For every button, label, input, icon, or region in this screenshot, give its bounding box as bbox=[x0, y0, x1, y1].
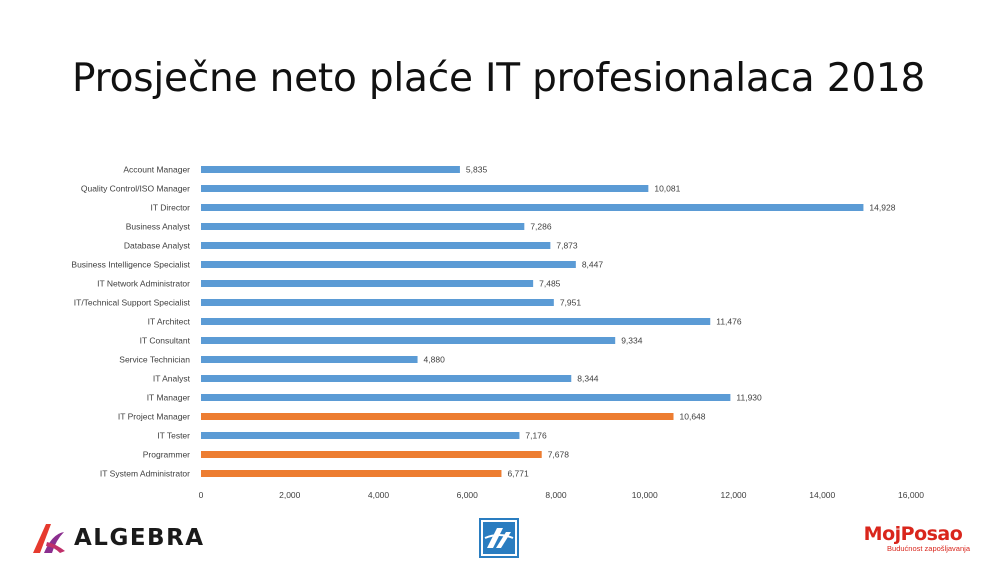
blue-s-emblem-icon bbox=[479, 518, 519, 558]
bar bbox=[201, 337, 616, 344]
value-label: 7,873 bbox=[556, 241, 578, 251]
algebra-logo: ALGEBRA bbox=[30, 518, 205, 558]
value-label: 7,678 bbox=[548, 450, 570, 460]
category-label: Business Intelligence Specialist bbox=[71, 260, 190, 270]
value-label: 7,485 bbox=[539, 279, 561, 289]
bar bbox=[201, 166, 460, 173]
category-label: IT Architect bbox=[148, 317, 191, 327]
category-label: Service Technician bbox=[119, 355, 190, 365]
category-labels: Account Manager Quality Control/ISO Manag… bbox=[71, 165, 190, 479]
x-tick-label: 4,000 bbox=[368, 490, 390, 500]
value-label: 4,880 bbox=[424, 355, 446, 365]
category-label: Account Manager bbox=[123, 165, 190, 175]
x-tick-label: 14,000 bbox=[809, 490, 835, 500]
mojposao-logo: MojPosao Budućnost zapošljavanja bbox=[852, 524, 974, 553]
algebra-wordmark: ALGEBRA bbox=[74, 525, 205, 551]
value-label: 7,286 bbox=[530, 222, 552, 232]
bar bbox=[201, 185, 649, 192]
x-tick-label: 2,000 bbox=[279, 490, 301, 500]
category-label: IT Analyst bbox=[153, 374, 191, 384]
category-label: IT Tester bbox=[157, 431, 190, 441]
category-label: IT Director bbox=[150, 203, 190, 213]
bar bbox=[201, 356, 418, 363]
bar bbox=[201, 223, 525, 230]
category-label: IT/Technical Support Specialist bbox=[74, 298, 191, 308]
mojposao-wordmark: MojPosao bbox=[863, 523, 963, 545]
value-label: 8,447 bbox=[582, 260, 604, 270]
bar bbox=[201, 375, 572, 382]
category-label: IT System Administrator bbox=[100, 469, 190, 479]
category-label: IT Project Manager bbox=[118, 412, 190, 422]
value-label: 7,951 bbox=[560, 298, 582, 308]
bar bbox=[201, 470, 502, 477]
bar bbox=[201, 432, 520, 439]
value-label: 11,476 bbox=[716, 317, 742, 327]
x-tick-label: 6,000 bbox=[457, 490, 479, 500]
category-label: IT Network Administrator bbox=[97, 279, 190, 289]
bar bbox=[201, 318, 711, 325]
value-label: 11,930 bbox=[736, 393, 762, 403]
category-label: Business Analyst bbox=[126, 222, 191, 232]
x-tick-label: 12,000 bbox=[721, 490, 747, 500]
value-label: 10,081 bbox=[654, 184, 680, 194]
x-axis-ticks: 0 2,000 4,000 6,000 8,000 10,000 12,000 14,000 1… bbox=[199, 490, 925, 500]
x-tick-label: 0 bbox=[199, 490, 204, 500]
bar bbox=[201, 242, 551, 249]
value-label: 14,928 bbox=[869, 203, 895, 213]
category-label: IT Consultant bbox=[140, 336, 191, 346]
bar bbox=[201, 204, 864, 211]
value-label: 9,334 bbox=[621, 336, 643, 346]
bar bbox=[201, 451, 542, 458]
category-label: Programmer bbox=[143, 450, 190, 460]
x-tick-label: 16,000 bbox=[898, 490, 924, 500]
value-label: 6,771 bbox=[507, 469, 529, 479]
bar bbox=[201, 299, 554, 306]
slide-title: Prosječne neto plaće IT profesionalaca 2… bbox=[72, 56, 926, 101]
value-label: 7,176 bbox=[525, 431, 547, 441]
bar bbox=[201, 394, 731, 401]
bars bbox=[201, 166, 864, 477]
bar bbox=[201, 413, 674, 420]
value-label: 5,835 bbox=[466, 165, 488, 175]
category-label: Quality Control/ISO Manager bbox=[81, 184, 190, 194]
algebra-mark-icon bbox=[33, 524, 65, 553]
bar bbox=[201, 280, 534, 287]
category-label: Database Analyst bbox=[124, 241, 191, 251]
x-tick-label: 10,000 bbox=[632, 490, 658, 500]
bar bbox=[201, 261, 576, 268]
x-tick-label: 8,000 bbox=[545, 490, 567, 500]
value-label: 8,344 bbox=[577, 374, 599, 384]
value-label: 10,648 bbox=[680, 412, 706, 422]
category-label: IT Manager bbox=[147, 393, 190, 403]
value-labels: 5,835 10,081 14,928 7,286 7,873 8,447 7,485 7,9… bbox=[424, 165, 896, 479]
mojposao-tagline: Budućnost zapošljavanja bbox=[887, 544, 970, 553]
